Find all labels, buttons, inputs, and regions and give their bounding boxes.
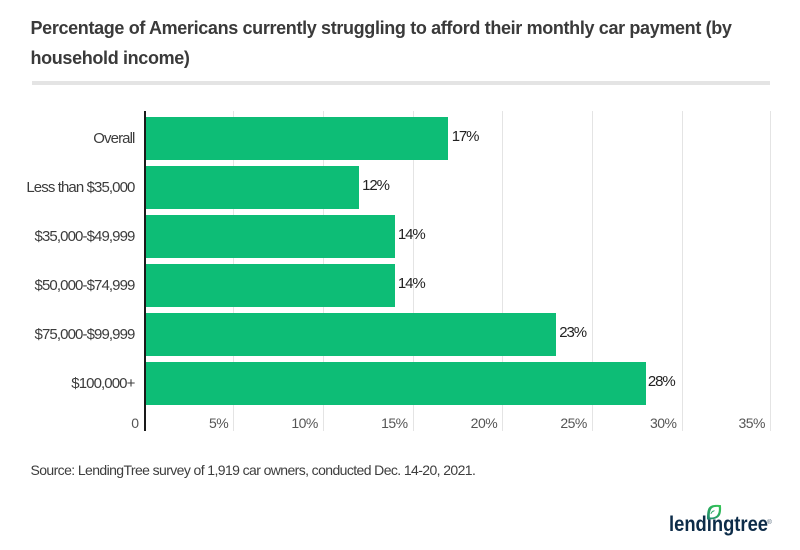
svg-text:®: ® xyxy=(767,518,772,526)
svg-text:lendıngtree: lendıngtree xyxy=(669,513,768,536)
